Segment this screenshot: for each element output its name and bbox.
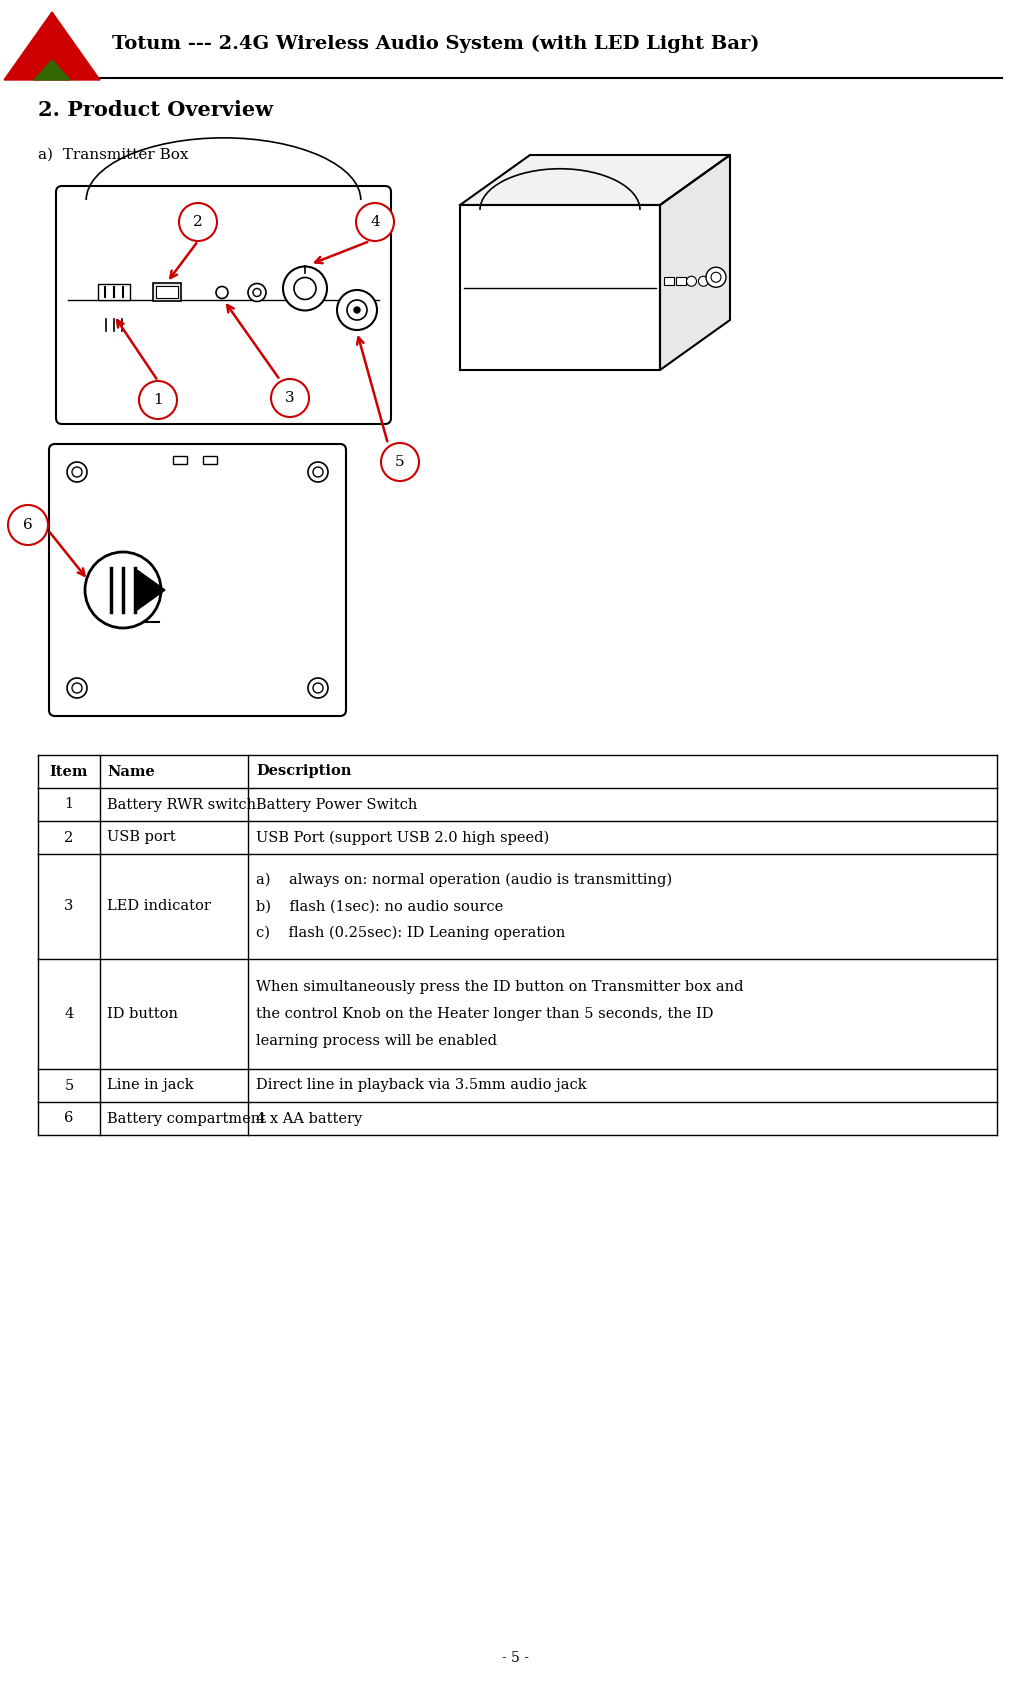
Bar (172, 456, 187, 464)
Text: 3: 3 (64, 900, 73, 913)
Circle shape (356, 203, 394, 241)
Text: 4 x AA battery: 4 x AA battery (256, 1111, 362, 1126)
Circle shape (8, 505, 49, 545)
Circle shape (283, 267, 327, 311)
Circle shape (253, 289, 261, 297)
Circle shape (711, 272, 721, 282)
Bar (202, 456, 217, 464)
Circle shape (354, 307, 360, 312)
Text: Item: Item (50, 765, 88, 778)
Text: 1: 1 (153, 393, 163, 407)
Text: 4: 4 (370, 214, 380, 230)
Text: USB Port (support USB 2.0 high speed): USB Port (support USB 2.0 high speed) (256, 830, 549, 844)
Circle shape (67, 679, 87, 699)
Bar (664, 277, 674, 285)
Text: LED indicator: LED indicator (107, 900, 211, 913)
Text: b)    flash (1sec): no audio source: b) flash (1sec): no audio source (256, 900, 504, 913)
Circle shape (216, 287, 228, 299)
Circle shape (248, 284, 266, 302)
Text: 3: 3 (285, 392, 295, 405)
Text: c)    flash (0.25sec): ID Leaning operation: c) flash (0.25sec): ID Leaning operation (256, 925, 566, 940)
Text: Description: Description (256, 765, 351, 778)
Circle shape (381, 442, 419, 481)
Circle shape (313, 684, 323, 694)
Text: When simultaneously press the ID button on Transmitter box and: When simultaneously press the ID button … (256, 979, 743, 994)
Circle shape (313, 468, 323, 478)
Text: USB port: USB port (107, 830, 175, 844)
Bar (153, 284, 181, 302)
Circle shape (139, 381, 178, 419)
Circle shape (686, 277, 697, 287)
Text: learning process will be enabled: learning process will be enabled (256, 1035, 497, 1048)
Text: - 5 -: - 5 - (503, 1651, 529, 1664)
Circle shape (308, 463, 328, 483)
Text: Totum --- 2.4G Wireless Audio System (with LED Light Bar): Totum --- 2.4G Wireless Audio System (wi… (112, 35, 760, 52)
Circle shape (85, 552, 161, 628)
Polygon shape (137, 571, 165, 609)
Text: ID button: ID button (107, 1008, 178, 1021)
Circle shape (294, 277, 316, 299)
Text: 4: 4 (64, 1008, 73, 1021)
Text: 1: 1 (64, 797, 73, 812)
Text: Name: Name (107, 765, 155, 778)
FancyBboxPatch shape (56, 186, 391, 424)
Text: 5: 5 (395, 456, 405, 469)
Circle shape (699, 277, 708, 287)
Circle shape (72, 468, 82, 478)
Text: 6: 6 (23, 518, 33, 532)
Text: 2: 2 (64, 830, 73, 844)
Circle shape (347, 300, 367, 321)
Text: 2: 2 (193, 214, 203, 230)
Text: Battery RWR switch: Battery RWR switch (107, 797, 256, 812)
Text: Battery Power Switch: Battery Power Switch (256, 797, 417, 812)
Text: a)    always on: normal operation (audio is transmitting): a) always on: normal operation (audio is… (256, 873, 672, 888)
Circle shape (271, 380, 309, 417)
Circle shape (179, 203, 217, 241)
Polygon shape (660, 155, 730, 370)
Text: 5: 5 (64, 1079, 73, 1092)
Text: 2. Product Overview: 2. Product Overview (38, 100, 273, 120)
Polygon shape (4, 12, 100, 79)
Text: Battery compartment: Battery compartment (107, 1111, 266, 1126)
Text: Direct line in playback via 3.5mm audio jack: Direct line in playback via 3.5mm audio … (256, 1079, 586, 1092)
Circle shape (67, 463, 87, 483)
Circle shape (706, 267, 725, 287)
Bar (98, 285, 130, 300)
Bar (676, 277, 686, 285)
Polygon shape (460, 155, 730, 204)
Text: 6: 6 (64, 1111, 73, 1126)
Text: a)  Transmitter Box: a) Transmitter Box (38, 149, 189, 162)
Circle shape (308, 679, 328, 699)
FancyBboxPatch shape (49, 444, 346, 716)
Bar (156, 287, 178, 299)
Text: Line in jack: Line in jack (107, 1079, 194, 1092)
Circle shape (337, 290, 377, 329)
Polygon shape (34, 61, 70, 79)
Circle shape (72, 684, 82, 694)
Text: the control Knob on the Heater longer than 5 seconds, the ID: the control Knob on the Heater longer th… (256, 1008, 713, 1021)
